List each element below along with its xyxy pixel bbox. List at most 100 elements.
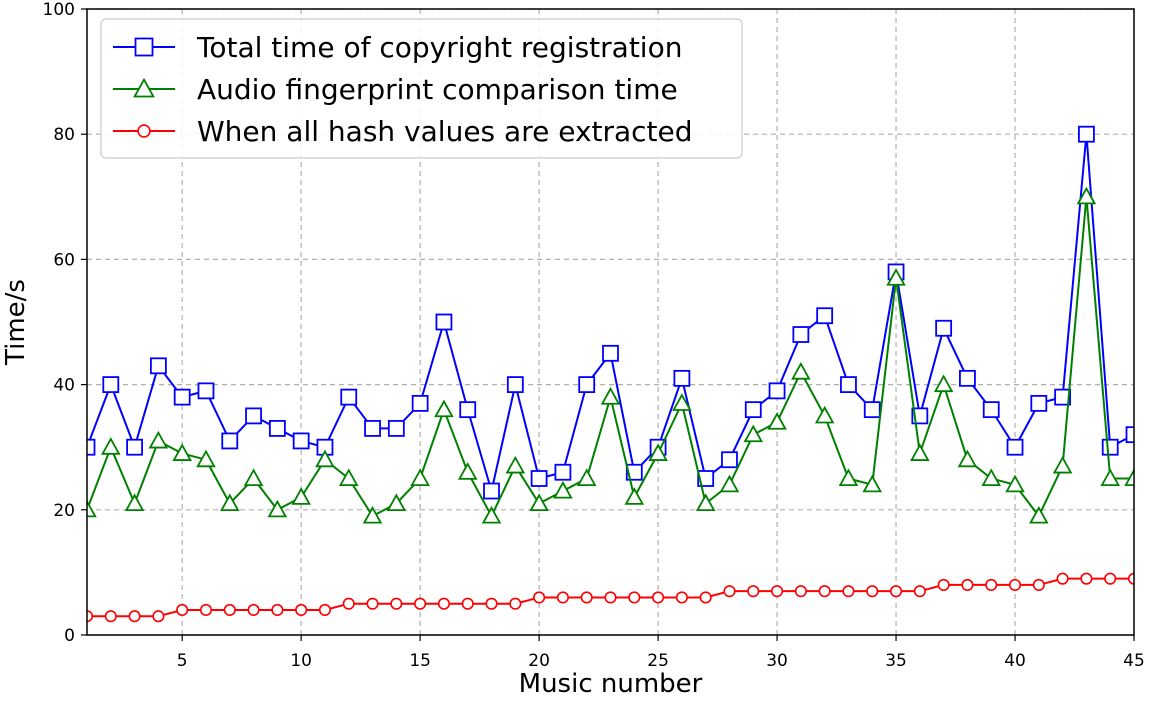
data-point-circle xyxy=(1032,578,1045,591)
data-point-square xyxy=(340,388,358,406)
data-point-circle xyxy=(87,610,94,623)
data-point-circle xyxy=(747,585,760,598)
data-point-square xyxy=(268,420,286,437)
data-point-circle xyxy=(128,610,141,623)
data-point-triangle xyxy=(767,412,787,430)
data-point-circle xyxy=(1127,572,1134,585)
data-point-square xyxy=(1078,125,1095,143)
data-point-triangle xyxy=(148,430,169,449)
plot-frame xyxy=(86,8,1135,636)
data-point-square xyxy=(149,357,167,375)
x-tick-label: 15 xyxy=(409,651,431,671)
y-tick-label: 60 xyxy=(53,250,75,270)
data-point-square xyxy=(863,401,881,419)
data-point-square xyxy=(1030,394,1048,412)
data-point-square xyxy=(221,432,239,450)
data-point-circle xyxy=(1008,578,1022,591)
data-point-triangle xyxy=(338,468,359,487)
y-tick-label: 40 xyxy=(53,376,75,396)
data-point-square xyxy=(554,463,572,481)
data-point-square xyxy=(721,451,738,469)
data-point-circle xyxy=(866,585,879,598)
data-point-square xyxy=(197,382,215,400)
data-point-triangle xyxy=(814,405,835,424)
data-point-triangle xyxy=(101,437,121,455)
data-point-circle xyxy=(842,585,855,598)
data-point-triangle xyxy=(981,468,1002,487)
data-point-triangle xyxy=(243,468,264,487)
data-point-circle xyxy=(390,597,403,610)
data-point-circle xyxy=(104,610,117,623)
data-point-circle xyxy=(461,597,474,610)
data-point-square xyxy=(102,376,120,394)
data-point-circle xyxy=(723,585,736,598)
data-point-circle xyxy=(1104,572,1117,585)
data-point-square xyxy=(768,382,786,400)
data-point-square xyxy=(982,401,1000,419)
data-point-square xyxy=(697,470,715,487)
data-point-circle xyxy=(889,585,903,598)
data-point-square xyxy=(173,388,191,406)
data-point-triangle xyxy=(743,424,764,443)
data-point-square xyxy=(506,376,524,394)
series-line xyxy=(87,134,1134,492)
data-point-circle xyxy=(961,578,974,591)
data-point-square xyxy=(959,369,976,387)
data-point-circle xyxy=(675,591,688,604)
data-point-circle xyxy=(318,603,332,617)
legend-label: Audio fingerprint comparison time xyxy=(197,73,678,106)
data-point-square xyxy=(578,376,596,394)
data-point-triangle xyxy=(1100,468,1120,487)
data-point-triangle xyxy=(648,443,668,461)
legend: Total time of copyright registration Audi… xyxy=(100,18,743,159)
data-point-triangle xyxy=(87,499,97,518)
data-point-triangle xyxy=(933,374,954,393)
data-point-triangle xyxy=(481,505,502,524)
data-point-circle xyxy=(771,585,784,598)
series-group xyxy=(87,572,1134,623)
data-point-triangle xyxy=(1005,474,1025,493)
data-point-circle xyxy=(985,578,998,591)
data-point-square xyxy=(435,313,453,331)
data-point-square xyxy=(840,376,857,394)
legend-item: Total time of copyright registration xyxy=(113,31,682,64)
data-point-circle xyxy=(366,597,379,610)
y-axis-title: Time/s xyxy=(1,279,31,366)
data-point-circle xyxy=(176,603,189,617)
x-tick-label: 5 xyxy=(177,651,188,671)
y-tick-label: 20 xyxy=(53,501,75,521)
x-tick-label: 45 xyxy=(1123,651,1145,671)
data-point-circle xyxy=(1056,572,1069,585)
data-point-triangle xyxy=(957,449,978,468)
data-point-triangle xyxy=(695,493,716,512)
data-point-triangle xyxy=(886,268,906,286)
data-point-circle xyxy=(580,591,593,604)
data-point-triangle xyxy=(1029,505,1049,524)
data-point-square xyxy=(387,420,405,437)
data-point-triangle xyxy=(434,399,454,418)
data-point-square xyxy=(1054,388,1072,406)
data-point-triangle xyxy=(719,474,740,493)
data-point-square xyxy=(1101,438,1119,456)
data-point-circle xyxy=(699,591,712,604)
data-point-square xyxy=(935,319,953,337)
data-point-circle xyxy=(818,585,831,598)
data-point-triangle xyxy=(362,505,383,524)
data-point-triangle xyxy=(553,480,573,499)
data-point-circle xyxy=(509,597,522,610)
data-point-square xyxy=(483,482,500,500)
data-point-square xyxy=(87,438,96,456)
x-tick-label: 30 xyxy=(766,651,788,671)
data-point-triangle xyxy=(862,474,883,493)
data-point-triangle xyxy=(267,499,288,518)
data-point-square xyxy=(459,401,477,419)
data-point-circle xyxy=(485,597,498,610)
data-point-square xyxy=(673,369,691,387)
data-point-circle xyxy=(223,603,236,617)
data-point-triangle xyxy=(196,449,216,468)
data-point-triangle xyxy=(315,449,335,468)
data-point-square xyxy=(245,407,262,425)
data-point-circle xyxy=(652,591,665,604)
data-point-square xyxy=(602,344,619,362)
legend-item: When all hash values are extracted xyxy=(113,115,693,148)
